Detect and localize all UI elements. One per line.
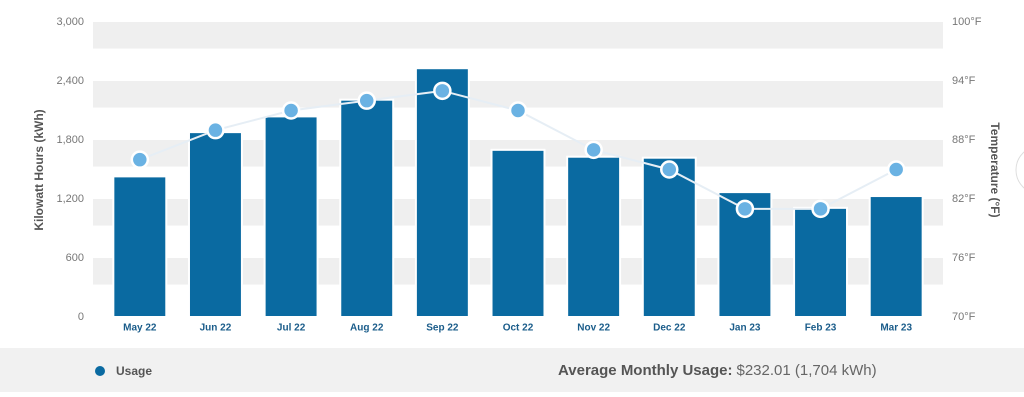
scroll-handle[interactable] — [1015, 146, 1024, 194]
legend-marker — [95, 366, 105, 376]
bar — [187, 131, 243, 318]
bar — [339, 98, 395, 318]
bar — [112, 175, 168, 318]
summary: Average Monthly Usage: $232.01 (1,704 kWh… — [558, 362, 877, 379]
temperature-point — [886, 160, 906, 179]
x-tick-label: Aug 22 — [350, 323, 384, 334]
temperature-point — [357, 91, 376, 110]
y2-tick-label: 76°F — [952, 252, 976, 264]
x-tick-label: Oct 22 — [503, 323, 534, 334]
bar — [490, 148, 546, 318]
bar — [414, 67, 470, 319]
x-tick-label: Mar 23 — [880, 323, 912, 334]
y2-tick-label: 100°F — [952, 16, 982, 28]
x-tick-label: Jul 22 — [277, 323, 306, 334]
y-axis-label: Kilowatt Hours (kWh) — [32, 109, 46, 230]
x-tick-label: Jan 23 — [729, 323, 761, 334]
y2-axis-label: Temperature (°F) — [988, 122, 1002, 217]
summary-label: Average Monthly Usage: — [558, 362, 733, 379]
y2-tick-label: 88°F — [952, 134, 976, 146]
x-tick-label: Sep 22 — [426, 323, 459, 334]
bar — [263, 115, 319, 319]
y-tick-label: 2,400 — [56, 75, 84, 87]
temperature-point — [206, 120, 225, 140]
summary-value: $232.01 (1,704 kWh) — [737, 362, 877, 379]
temperature-point — [281, 101, 301, 120]
y-tick-label: 0 — [78, 311, 84, 323]
y2-tick-label: 82°F — [952, 193, 976, 205]
y-tick-label: 600 — [66, 252, 84, 264]
temperature-point — [660, 160, 679, 179]
temperature-point — [735, 199, 755, 219]
y-tick-label: 3,000 — [56, 16, 84, 28]
x-tick-label: Jun 22 — [200, 323, 232, 334]
footer-bar — [0, 348, 1024, 392]
bar — [641, 156, 697, 318]
bar — [793, 206, 849, 319]
y2-tick-label: 94°F — [952, 75, 976, 87]
temperature-point — [811, 199, 830, 219]
temperature-point — [130, 150, 150, 169]
x-tick-label: Dec 22 — [653, 323, 686, 334]
legend-label: Usage — [116, 364, 152, 378]
temperature-point — [584, 140, 603, 160]
x-tick-label: May 22 — [123, 323, 157, 334]
temperature-point — [508, 101, 528, 120]
y-tick-label: 1,800 — [56, 134, 84, 146]
y2-tick-label: 70°F — [952, 311, 976, 323]
grid-band — [93, 22, 943, 49]
temperature-point — [433, 81, 452, 101]
y-tick-label: 1,200 — [56, 193, 84, 205]
x-tick-label: Feb 23 — [805, 323, 837, 334]
x-tick-label: Nov 22 — [577, 323, 610, 334]
bar — [566, 155, 622, 318]
bar — [868, 195, 924, 318]
